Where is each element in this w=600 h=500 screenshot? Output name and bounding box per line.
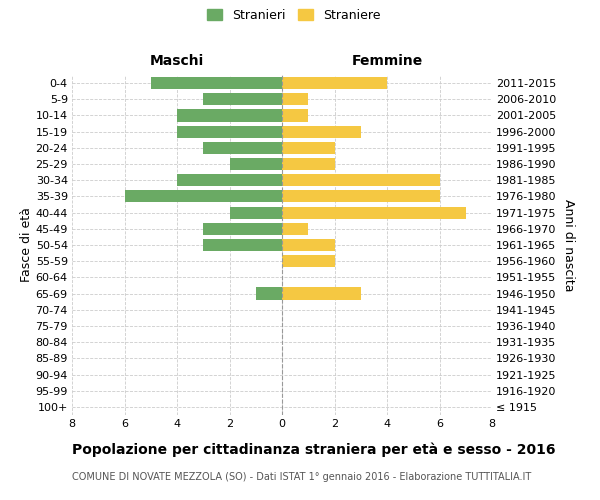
Bar (177, 126, 282, 138)
Bar (282, 190, 439, 202)
Bar (282, 93, 308, 106)
Text: Popolazione per cittadinanza straniera per età e sesso - 2016: Popolazione per cittadinanza straniera p… (72, 442, 556, 457)
Text: COMUNE DI NOVATE MEZZOLA (SO) - Dati ISTAT 1° gennaio 2016 - Elaborazione TUTTIT: COMUNE DI NOVATE MEZZOLA (SO) - Dati IST… (72, 472, 531, 482)
Bar (203, 93, 282, 106)
Bar (282, 222, 308, 235)
Bar (282, 206, 466, 218)
Bar (256, 288, 282, 300)
Y-axis label: Fasce di età: Fasce di età (20, 208, 32, 282)
Text: Maschi: Maschi (150, 54, 204, 68)
Bar (203, 222, 282, 235)
Bar (229, 206, 282, 218)
Bar (203, 142, 282, 154)
Bar (282, 255, 335, 268)
Bar (177, 110, 282, 122)
Bar (229, 158, 282, 170)
Bar (282, 110, 308, 122)
Legend: Stranieri, Straniere: Stranieri, Straniere (205, 6, 383, 24)
Bar (282, 239, 335, 251)
Bar (151, 77, 282, 89)
Bar (282, 142, 335, 154)
Bar (125, 190, 282, 202)
Bar (203, 239, 282, 251)
Bar (282, 158, 335, 170)
Text: Femmine: Femmine (352, 54, 422, 68)
Bar (282, 288, 361, 300)
Bar (282, 126, 361, 138)
Bar (282, 77, 387, 89)
Bar (282, 174, 439, 186)
Bar (177, 174, 282, 186)
Y-axis label: Anni di nascita: Anni di nascita (562, 198, 575, 291)
